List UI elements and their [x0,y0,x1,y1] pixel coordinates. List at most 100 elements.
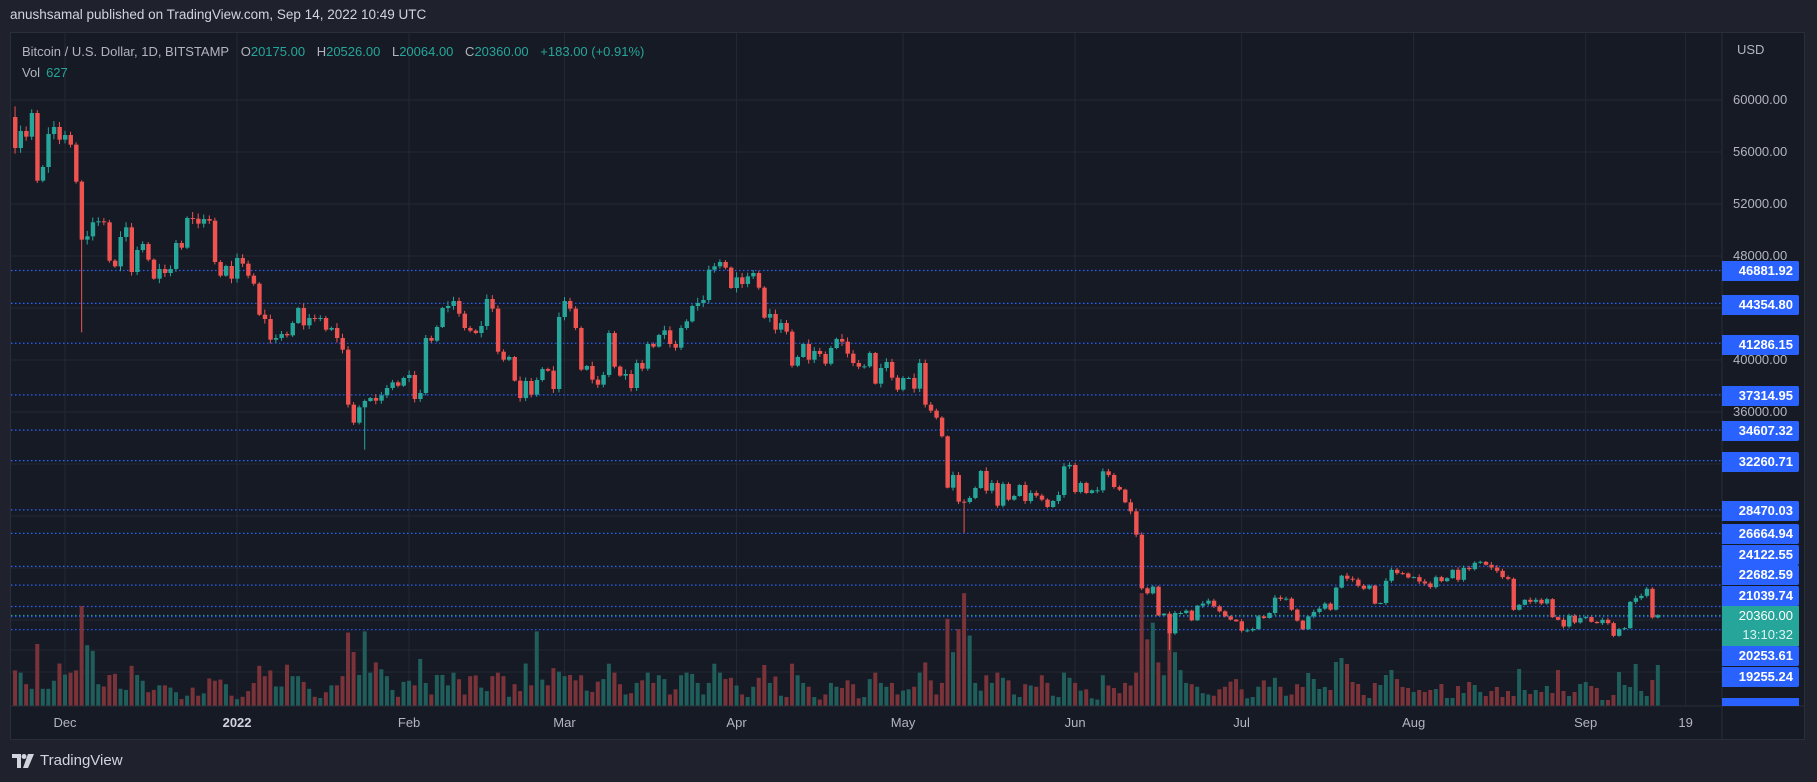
candle-body [1062,466,1067,495]
volume-bar [390,689,395,706]
volume-bar [1617,672,1621,706]
candle [301,303,307,330]
candle-body [1372,585,1378,604]
volume-bar [1400,687,1405,706]
candle [1123,488,1128,504]
candle [46,127,51,173]
candle-body [1439,577,1444,582]
candle-body [1522,599,1528,605]
candle [618,365,623,377]
volume-bar [1633,664,1638,706]
chart-frame[interactable] [10,32,1805,740]
volume-bar [1345,664,1350,706]
candle-body [1117,486,1122,490]
candle-body [712,266,717,270]
volume-bar [751,686,756,706]
candle [1189,609,1195,622]
candle-body [1467,567,1472,570]
candle [1111,473,1117,489]
volume-bar [74,670,79,706]
candle-body [1605,619,1611,624]
volume-bar [445,685,450,706]
volume-bar [684,672,689,706]
candle [845,337,850,358]
candle [1528,597,1533,604]
volume-bar [778,695,783,706]
candle-body [1161,613,1167,616]
candle [640,360,645,372]
candle-body [174,243,179,269]
volume-bar [201,693,206,706]
candle-body [40,167,46,181]
candle [1034,490,1039,498]
candle [135,246,140,275]
candle [340,333,345,354]
volume-bar [262,676,267,706]
price-level-label: 41286.15 [1722,335,1799,355]
candle [962,499,967,533]
candle-body [312,318,318,320]
candle-body [862,366,867,368]
candle [379,391,384,404]
candle [1250,627,1256,632]
time-axis-label: 2022 [222,715,252,730]
candle-body [268,319,273,340]
price-level-label: 20253.61 [1722,646,1799,666]
candle-body [346,349,351,405]
candle [323,315,329,332]
candle-body [989,482,995,491]
volume-bar [318,697,323,706]
volume-bar [1095,699,1100,706]
candle [851,350,856,367]
volume-bar [1322,687,1327,706]
price-level-label: 24122.55 [1722,545,1799,565]
volume-bar [196,695,201,706]
candle-body [1406,573,1411,578]
volume-bar [1533,690,1538,706]
candle-body [1211,600,1217,607]
candle [1206,598,1211,606]
candle-body [967,497,973,502]
candle-body [185,218,190,248]
candle [823,351,828,366]
candle-body [1378,602,1383,604]
candle [118,231,123,272]
volume-bar [279,686,284,706]
volume-bar [368,672,373,706]
volume-bar [90,650,95,706]
candle [40,165,46,183]
volume-bar [218,679,223,706]
volume-bar [1228,681,1233,706]
volume-bar [812,697,817,706]
candle-body [501,351,506,360]
candle-body [29,113,35,137]
volume-bar [1100,675,1105,706]
candle [1278,595,1283,601]
volume-bar [690,673,695,706]
candle [562,297,567,321]
candle-body [357,407,362,423]
volume-bar [1644,696,1649,706]
close-label: C [465,44,475,59]
volume-bar [1012,694,1017,706]
candle [1550,598,1555,619]
candle-body [63,135,68,140]
volume-pane [13,593,1660,706]
candle-body [878,367,884,384]
candle [840,334,845,347]
candle [1378,602,1383,605]
candle [790,329,795,368]
candle [1084,481,1089,495]
candle [429,335,434,343]
candle [1555,616,1561,621]
volume-bar [146,692,151,706]
candle [701,295,706,308]
candle-body [806,343,812,360]
candle-body [112,260,118,267]
candle-body [679,327,684,348]
candle-body [462,313,467,328]
candle-body [573,308,578,328]
volume-bar [939,682,944,706]
volume-bar [823,694,828,706]
